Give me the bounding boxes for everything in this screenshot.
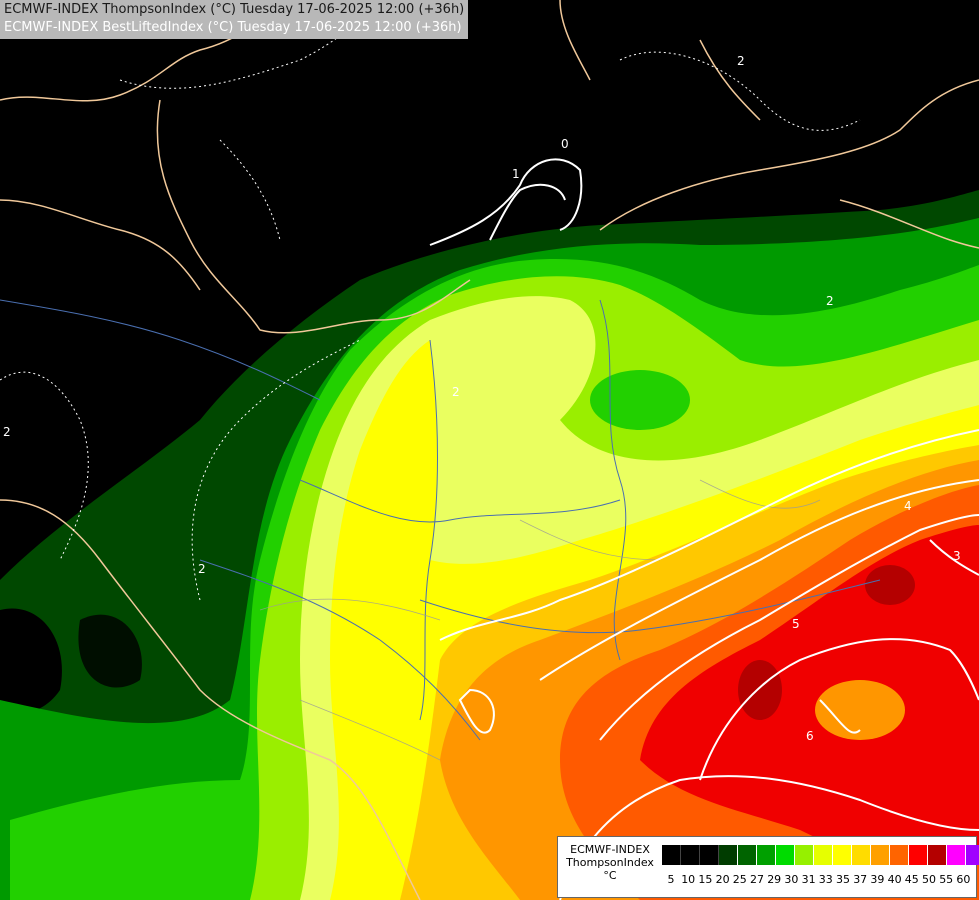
legend-swatch xyxy=(890,845,909,865)
contour-label: 2 xyxy=(198,562,206,576)
legend-tick-label: 15 xyxy=(698,873,713,886)
contour-label: 2 xyxy=(452,385,460,399)
legend-swatch xyxy=(814,845,833,865)
legend-swatch xyxy=(662,845,681,865)
legend-tick-label: 29 xyxy=(767,873,782,886)
legend-title: ECMWF-INDEX ThompsonIndex °C xyxy=(561,843,659,882)
legend-swatch xyxy=(719,845,738,865)
legend-tick-label: 25 xyxy=(732,873,747,886)
legend-tick-label: 50 xyxy=(922,873,936,886)
color-legend: ECMWF-INDEX ThompsonIndex °C 5 10 15 20 25 27… xyxy=(557,836,979,898)
legend-tick-label: 10 xyxy=(681,873,696,886)
legend-tick-label: 60 xyxy=(956,873,971,886)
legend-tick-label: 40 xyxy=(887,873,902,886)
legend-swatches xyxy=(662,845,979,865)
legend-swatch xyxy=(700,845,719,865)
legend-tick-label: 39 xyxy=(870,873,885,886)
legend-swatch xyxy=(833,845,852,865)
legend-swatch xyxy=(795,845,814,865)
legend-tick-label: 33 xyxy=(818,873,833,886)
contour-label: 3 xyxy=(953,549,961,563)
legend-tick-label: 31 xyxy=(801,873,816,886)
legend-ticks: 5 10 15 20 25 27 29 30 31 33 35 37 39 40 45 50 55 60 xyxy=(668,873,979,887)
legend-tick-label: 5 xyxy=(667,873,675,886)
legend-tick-label: 30 xyxy=(784,873,799,886)
title-thompson-index: ECMWF-INDEX ThompsonIndex (°C) Tuesday 1… xyxy=(4,2,465,17)
legend-swatch xyxy=(852,845,871,865)
legend-swatch xyxy=(738,845,757,865)
contour-label: 6 xyxy=(806,729,814,743)
title-best-lifted-index: ECMWF-INDEX BestLiftedIndex (°C) Tuesday… xyxy=(4,20,462,35)
legend-tick-label: 45 xyxy=(904,873,919,886)
legend-tick-label: 27 xyxy=(750,873,764,886)
map-title-box: ECMWF-INDEX ThompsonIndex (°C) Tuesday 1… xyxy=(0,0,469,39)
legend-parameter: ThompsonIndex xyxy=(566,856,654,869)
contour-label: 5 xyxy=(792,617,800,631)
contour-label: 2 xyxy=(826,294,834,308)
contour-label: 2 xyxy=(3,425,11,439)
legend-swatch xyxy=(776,845,795,865)
legend-swatch xyxy=(909,845,928,865)
legend-swatch xyxy=(757,845,776,865)
legend-model: ECMWF-INDEX xyxy=(570,843,650,856)
contour-label: 0 xyxy=(561,137,569,151)
legend-unit: °C xyxy=(603,869,617,882)
legend-tick-label: 35 xyxy=(836,873,850,886)
legend-swatch xyxy=(947,845,966,865)
legend-swatch xyxy=(966,845,979,865)
legend-tick-label: 20 xyxy=(715,873,730,886)
contour-label: 2 xyxy=(737,54,745,68)
contour-label: 4 xyxy=(904,499,912,513)
legend-tick-label: 55 xyxy=(939,873,954,886)
legend-swatch xyxy=(928,845,947,865)
contour-label: 1 xyxy=(512,167,520,181)
legend-swatch xyxy=(871,845,890,865)
legend-swatch xyxy=(681,845,700,865)
legend-tick-label: 37 xyxy=(853,873,868,886)
